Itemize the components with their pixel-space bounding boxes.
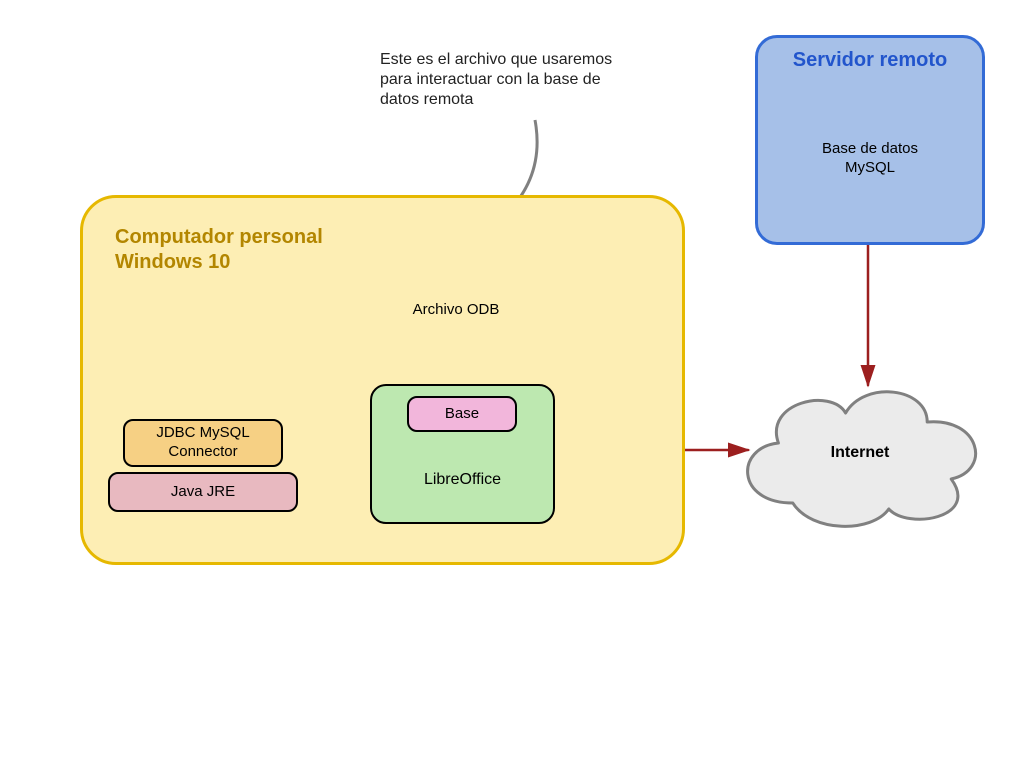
- jdbc-node: JDBC MySQL Connector: [123, 419, 283, 467]
- java-label: Java JRE: [171, 483, 235, 502]
- internet-label: Internet: [740, 443, 980, 463]
- base-node: Base: [407, 396, 517, 432]
- jdbc-label: JDBC MySQL Connector: [125, 424, 281, 462]
- computer-title: Computador personal Windows 10: [115, 225, 355, 275]
- libreoffice-label: LibreOffice: [424, 470, 501, 490]
- java-node: Java JRE: [108, 472, 298, 512]
- server-title: Servidor remoto: [793, 48, 947, 73]
- odb-label: Archivo ODB: [393, 301, 519, 320]
- base-label: Base: [445, 405, 479, 424]
- annotation-text: Este es el archivo que usaremos para int…: [380, 50, 640, 110]
- mysql-label: Base de datos MySQL: [808, 140, 932, 178]
